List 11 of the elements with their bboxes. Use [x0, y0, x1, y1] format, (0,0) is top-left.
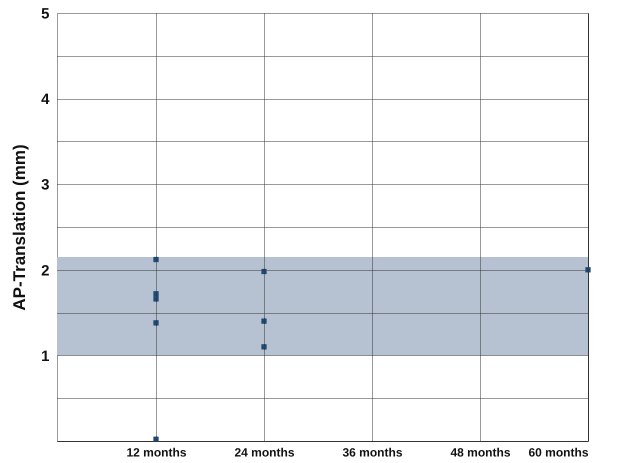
- y-tick-label: 3: [41, 176, 50, 194]
- y-tick-label: 2: [41, 262, 50, 280]
- x-tick-label: 12 months: [126, 446, 187, 460]
- x-tick-label: 48 months: [450, 446, 511, 460]
- x-tick-label: 24 months: [234, 446, 295, 460]
- y-axis-title: AP-Translation (mm): [10, 144, 30, 311]
- y-tick-label: 4: [41, 91, 50, 108]
- x-tick-label: 60 months: [528, 446, 589, 460]
- y-tick-label: 5: [41, 6, 50, 22]
- x-tick-label: 36 months: [342, 446, 403, 460]
- y-tick-label: 1: [41, 348, 50, 365]
